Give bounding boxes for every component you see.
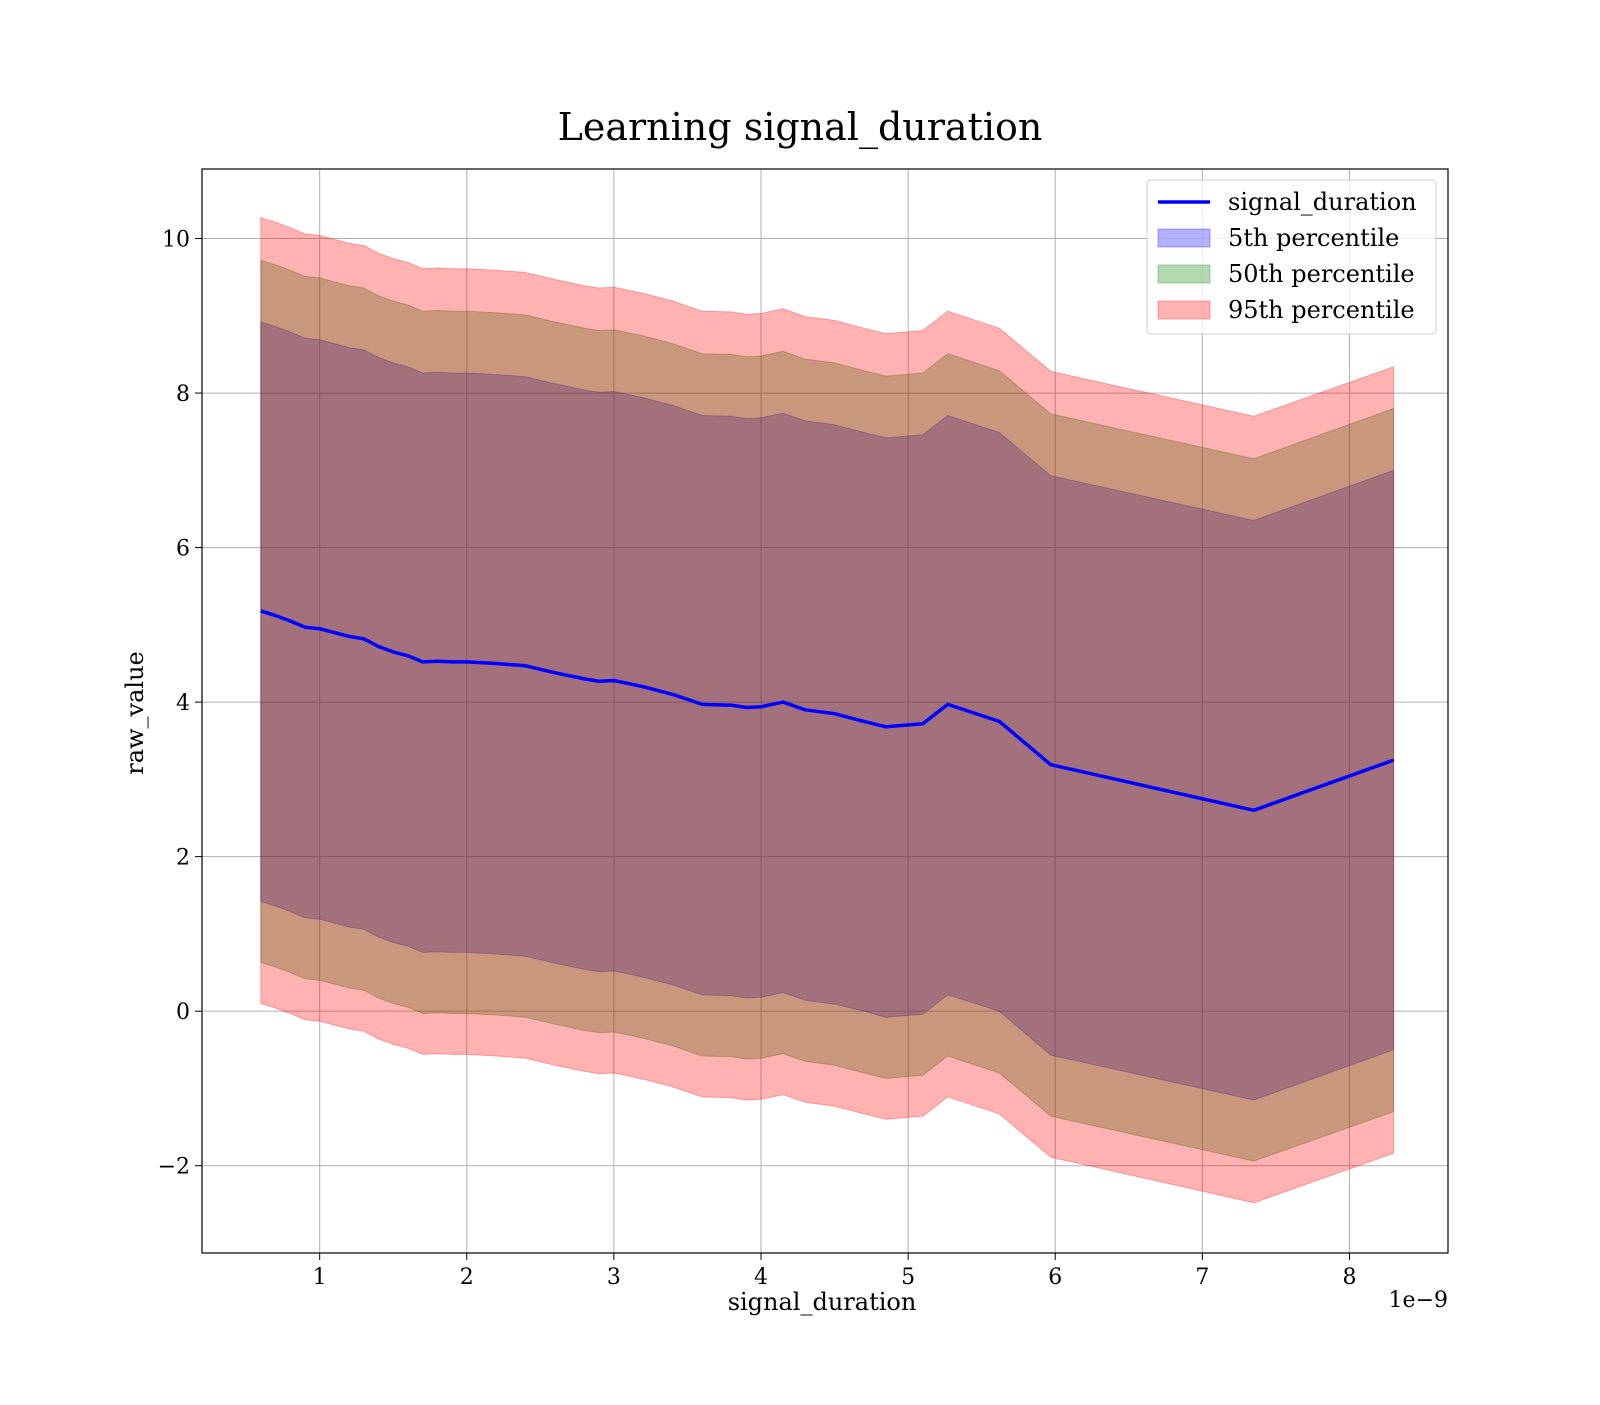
x-tick-label: 3 (607, 1265, 621, 1290)
legend-swatch-50th-percentile (1157, 264, 1211, 284)
legend-label-signal_duration: signal_duration (1228, 188, 1417, 216)
legend-label-50th-percentile: 50th percentile (1228, 260, 1415, 288)
x-tick-label: 6 (1048, 1265, 1062, 1290)
y-tick-label: 4 (176, 691, 190, 716)
legend: signal_duration 5th percentile 50th percen… (1146, 179, 1437, 335)
legend-label-95th-percentile: 95th percentile (1228, 296, 1415, 324)
grid-layer (202, 169, 1448, 1253)
plot-frame (201, 168, 1449, 1254)
x-tick-label: 1 (313, 1265, 327, 1290)
legend-box (1146, 179, 1437, 335)
x-tick-label: 7 (1195, 1265, 1209, 1290)
legend-label-5th-percentile: 5th percentile (1228, 224, 1399, 252)
series-line-signal-duration (260, 609, 1395, 813)
y-axis-label: raw_value (121, 651, 149, 775)
y-tick-label: 6 (176, 537, 190, 562)
x-offset-text: 1e−9 (1389, 1288, 1448, 1313)
legend-swatch-5th-percentile (1157, 228, 1211, 248)
legend-swatch-95th-percentile (1157, 300, 1211, 320)
y-tick-label: 2 (176, 846, 190, 871)
x-tick-label: 5 (901, 1265, 915, 1290)
band-95th-percentile (260, 217, 1395, 1204)
tick-layer: 1 2 3 4 5 6 7 8 −2 0 2 4 6 8 10 (158, 228, 1357, 1290)
x-tick-label: 8 (1342, 1265, 1356, 1290)
y-tick-label: −2 (158, 1155, 190, 1180)
chart-title: Learning signal_duration (558, 105, 1043, 150)
y-tick-label: 0 (176, 1000, 190, 1025)
line-layer (260, 609, 1395, 813)
y-tick-label: 8 (176, 382, 190, 407)
x-tick-label: 4 (754, 1265, 768, 1290)
band-50th-percentile (260, 259, 1395, 1162)
y-tick-label: 10 (162, 228, 190, 253)
x-axis-label: signal_duration (728, 1288, 917, 1316)
x-tick-label: 2 (460, 1265, 474, 1290)
